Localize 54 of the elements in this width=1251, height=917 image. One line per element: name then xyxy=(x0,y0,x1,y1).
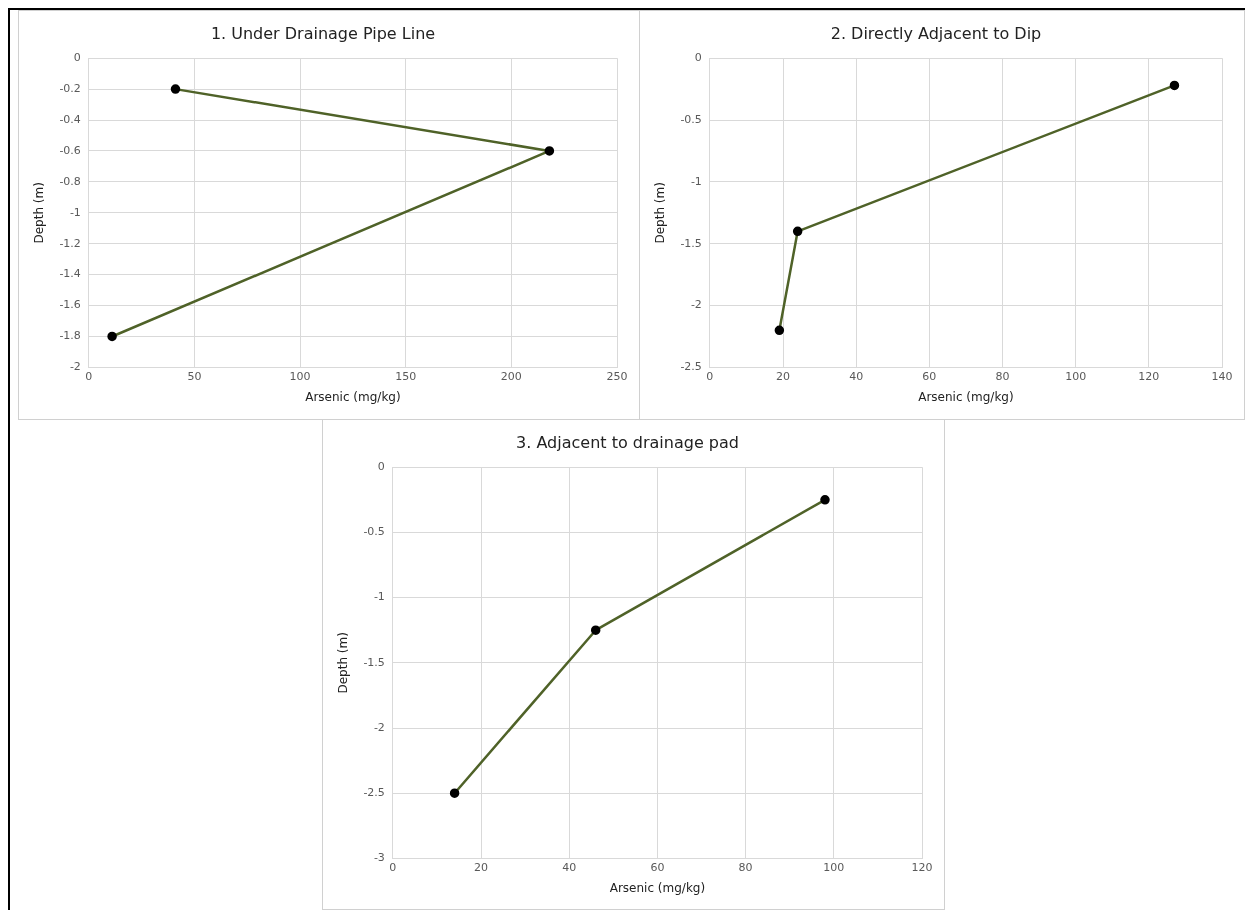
y-tick-label: -1 xyxy=(373,590,385,604)
y-tick-label: -2 xyxy=(373,720,385,734)
y-tick-label: -2 xyxy=(69,360,81,374)
y-tick-label: -0.5 xyxy=(680,112,702,126)
x-tick-label: 0 xyxy=(85,369,93,383)
y-tick-label: -1.6 xyxy=(59,298,81,312)
x-tick-label: 120 xyxy=(911,860,933,874)
x-tick-label: 80 xyxy=(738,860,753,874)
x-tick-label: 0 xyxy=(706,369,714,383)
y-tick-label: -0.5 xyxy=(363,525,385,539)
x-tick-label: 20 xyxy=(776,369,791,383)
y-tick-label: -2.5 xyxy=(680,360,702,374)
x-tick-label: 40 xyxy=(849,369,864,383)
x-axis-title: Arsenic (mg/kg) xyxy=(305,389,401,404)
x-axis-title: Arsenic (mg/kg) xyxy=(918,389,1014,404)
x-tick-label: 100 xyxy=(1065,369,1087,383)
y-axis-title: Depth (m) xyxy=(653,182,668,244)
y-tick-label: 0 xyxy=(73,51,81,65)
x-tick-label: 20 xyxy=(474,860,489,874)
y-tick-label: -0.4 xyxy=(59,112,81,126)
y-tick-label: -1.4 xyxy=(59,267,81,281)
y-tick-label: -3 xyxy=(373,851,385,865)
y-tick-label: -2 xyxy=(690,298,702,312)
x-tick-label: 150 xyxy=(395,369,417,383)
x-axis-title: Arsenic (mg/kg) xyxy=(609,880,706,895)
x-tick-label: 100 xyxy=(823,860,845,874)
x-tick-label: 250 xyxy=(606,369,628,383)
y-tick-label: 0 xyxy=(377,460,385,474)
y-tick-label: -0.8 xyxy=(59,174,81,188)
y-tick-label: -1.5 xyxy=(363,655,385,669)
y-axis-title: Depth (m) xyxy=(336,632,351,694)
y-tick-label: -2.5 xyxy=(363,786,385,800)
y-tick-label: -1.8 xyxy=(59,329,81,343)
y-tick-label: -1 xyxy=(69,205,81,219)
y-tick-label: -1.2 xyxy=(59,236,81,250)
x-tick-label: 60 xyxy=(922,369,937,383)
x-tick-label: 120 xyxy=(1138,369,1160,383)
x-tick-label: 0 xyxy=(389,860,397,874)
x-tick-label: 40 xyxy=(562,860,577,874)
y-tick-label: 0 xyxy=(694,51,702,65)
y-tick-label: -1.5 xyxy=(680,236,702,250)
y-tick-label: -0.6 xyxy=(59,143,81,157)
x-tick-label: 200 xyxy=(500,369,522,383)
chart-title: 3. Adjacent to drainage pad xyxy=(516,432,739,452)
x-tick-label: 100 xyxy=(289,369,311,383)
chart-title: 1. Under Drainage Pipe Line xyxy=(210,23,436,43)
y-axis-title: Depth (m) xyxy=(32,182,47,244)
x-tick-label: 80 xyxy=(995,369,1010,383)
x-tick-label: 50 xyxy=(187,369,202,383)
y-tick-label: -0.2 xyxy=(59,81,81,95)
chart-title: 2. Directly Adjacent to Dip xyxy=(830,23,1042,43)
y-tick-label: -1 xyxy=(690,174,702,188)
x-tick-label: 140 xyxy=(1211,369,1233,383)
x-tick-label: 60 xyxy=(650,860,665,874)
